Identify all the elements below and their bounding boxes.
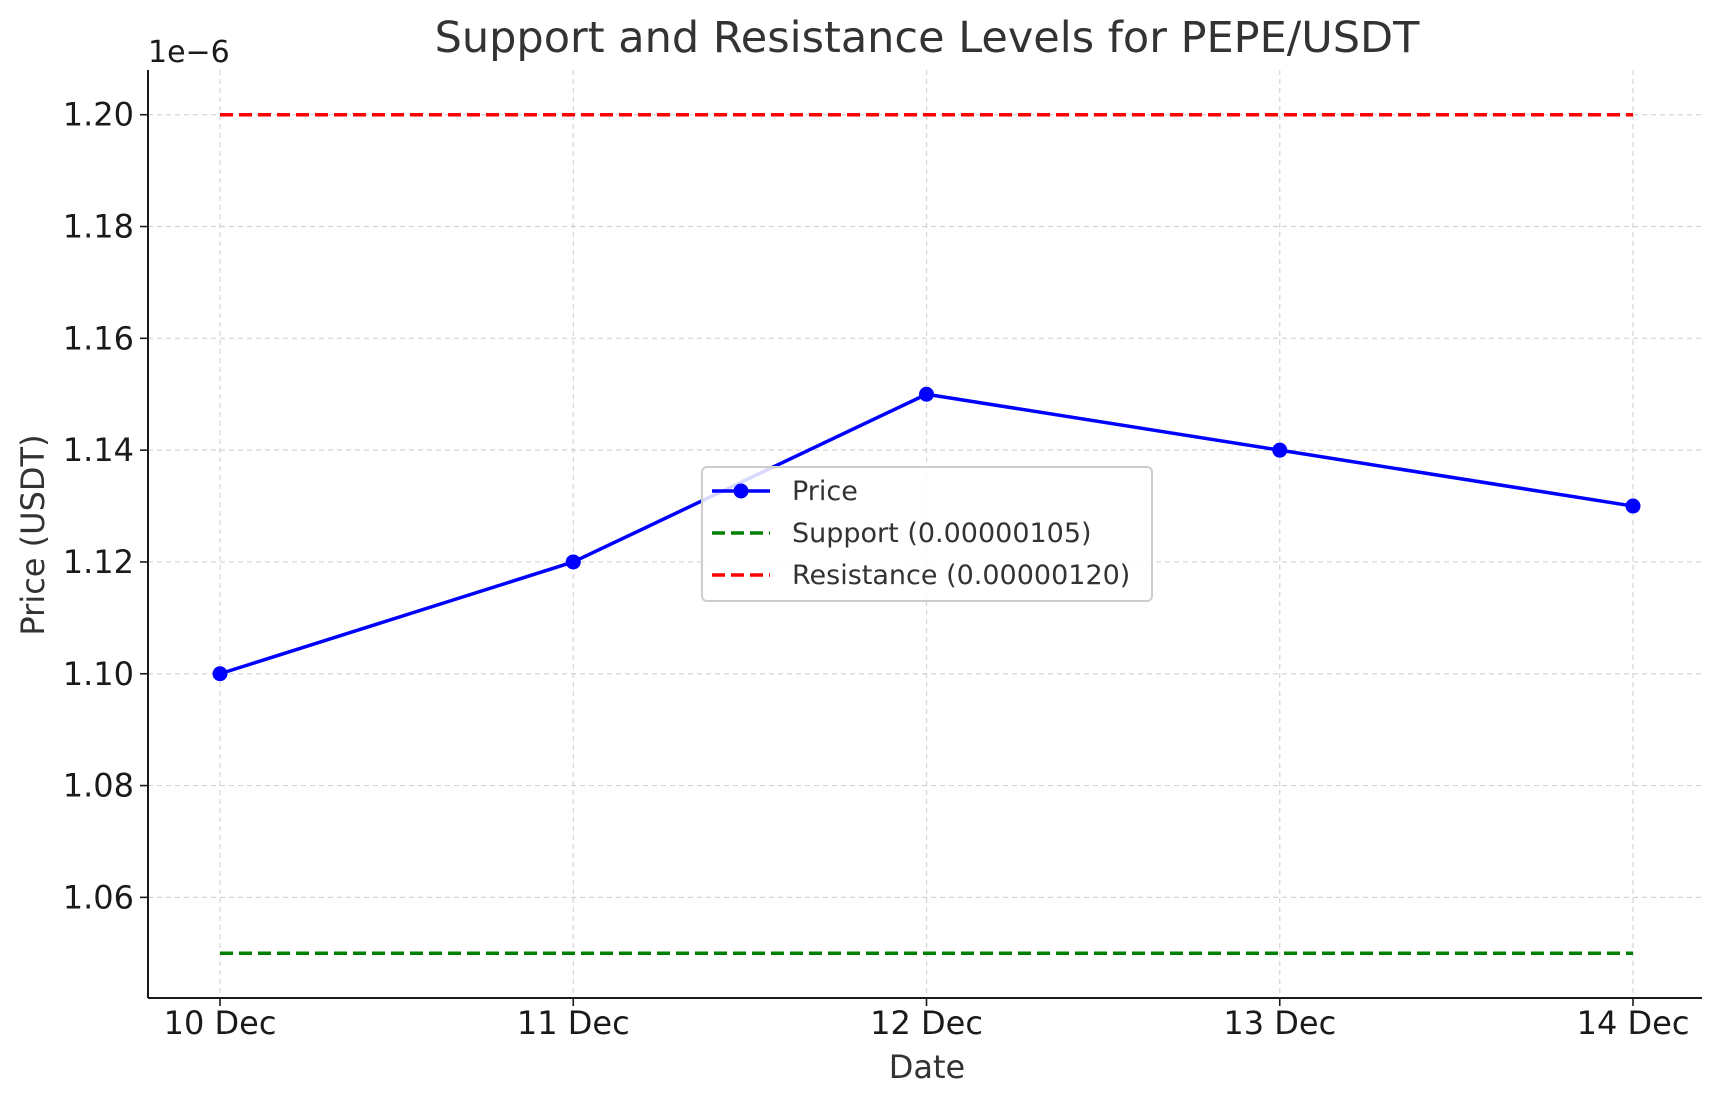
y-axis-offset-label: 1e−6 [148, 35, 230, 70]
data-point [1625, 498, 1641, 514]
y-tick-label: 1.20 [63, 96, 134, 134]
legend-price-marker [733, 483, 749, 499]
axes [147, 70, 1702, 999]
data-point [565, 554, 581, 570]
x-tick-label: 11 Dec [517, 1004, 630, 1042]
y-tick-label: 1.08 [63, 767, 134, 805]
legend-resistance-label: Resistance (0.00000120) [792, 560, 1130, 591]
chart-title: Support and Resistance Levels for PEPE/U… [435, 13, 1421, 63]
x-tick-label: 14 Dec [1577, 1004, 1690, 1042]
data-point [919, 386, 934, 402]
legend-box [701, 466, 1153, 602]
data-point [212, 666, 228, 682]
legend-entry-price: Price [712, 476, 858, 507]
y-tick-label: 1.10 [63, 655, 134, 693]
x-axis-label: Date [889, 1048, 965, 1086]
ticks: 10 Dec 11 Dec 12 Dec 13 Dec 14 Dec 1.06 1.08 1.… [63, 96, 1690, 1042]
y-axis-label: Price (USDT) [14, 434, 52, 635]
data-point [1272, 442, 1288, 458]
x-tick-label: 10 Dec [164, 1004, 277, 1042]
y-tick-label: 1.12 [63, 543, 134, 581]
legend-price-label: Price [792, 476, 858, 507]
y-tick-label: 1.06 [63, 878, 134, 916]
y-tick-label: 1.18 [63, 208, 134, 246]
legend-entry-support: Support (0.00000105) [712, 518, 1092, 549]
legend-support-label: Support (0.00000105) [792, 518, 1092, 549]
y-tick-label: 1.14 [63, 431, 134, 469]
x-tick-label: 12 Dec [870, 1004, 983, 1042]
legend: Price Support (0.00000105) Resistance (0… [701, 466, 1153, 602]
series-layer [212, 112, 1641, 956]
legend-entry-resistance: Resistance (0.00000120) [712, 560, 1130, 591]
x-tick-label: 13 Dec [1223, 1004, 1336, 1042]
y-tick-label: 1.16 [63, 319, 134, 357]
